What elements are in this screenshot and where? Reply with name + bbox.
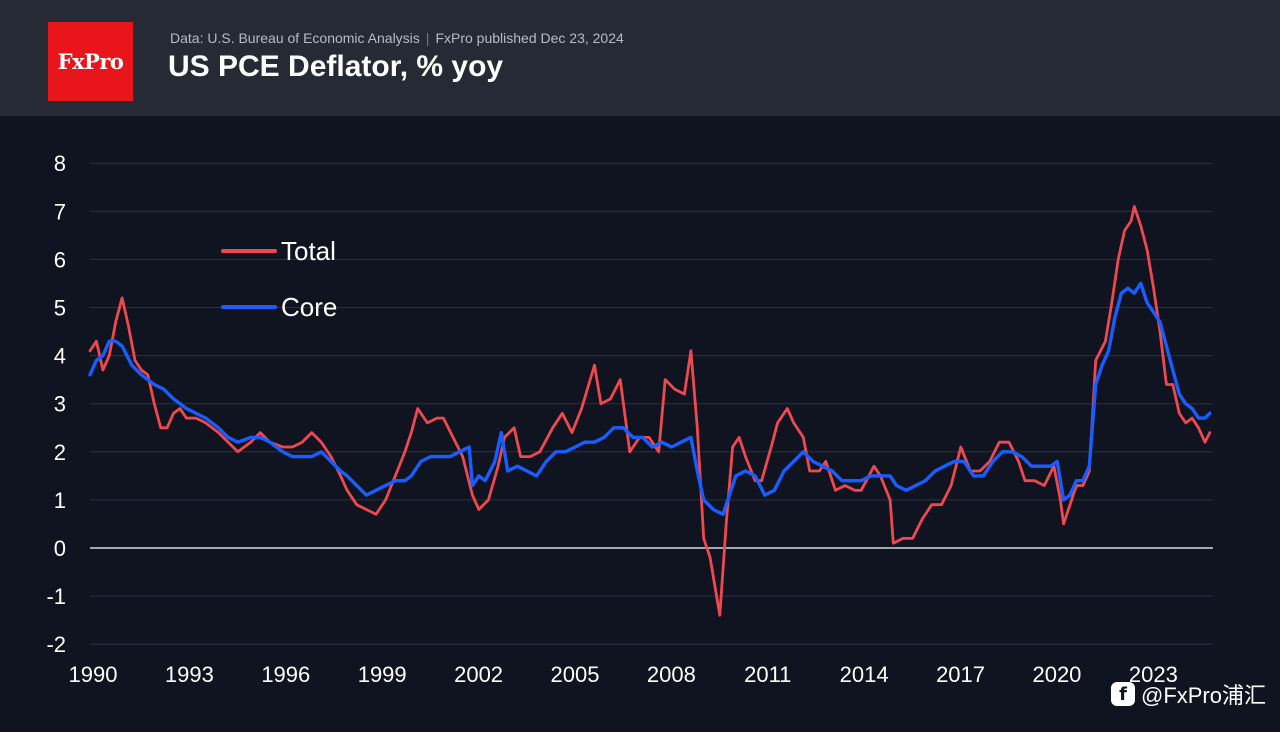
x-tick-label: 2014 xyxy=(840,662,889,687)
chart-header: FxPro Data: U.S. Bureau of Economic Anal… xyxy=(0,0,1280,116)
y-tick-label: 3 xyxy=(54,392,66,417)
series-lines xyxy=(88,205,1212,617)
social-logo-icon: f xyxy=(1110,682,1135,706)
x-tick-label: 2020 xyxy=(1032,662,1081,687)
y-tick-label: 0 xyxy=(54,536,66,561)
source-line: Data: U.S. Bureau of Economic Analysis | F… xyxy=(170,30,624,46)
separator: | xyxy=(425,30,430,46)
y-tick-labels: -2 -1 0 1 2 3 4 5 6 7 8 xyxy=(46,151,66,657)
x-tick-labels: 1990 1993 1996 1999 2002 2005 2008 2011 2014 2017… xyxy=(69,662,1178,687)
x-tick-label: 1996 xyxy=(261,662,310,687)
legend: Total Core xyxy=(221,236,337,322)
legend-label-core: Core xyxy=(281,292,337,322)
x-tick-label: 2011 xyxy=(744,662,791,687)
x-tick-label: 2002 xyxy=(454,662,503,687)
chart-title: US PCE Deflator, % yoy xyxy=(168,50,504,83)
y-tick-label: 7 xyxy=(54,199,66,224)
fxpro-logo: FxPro xyxy=(48,22,133,101)
x-tick-label: 1990 xyxy=(69,662,118,687)
x-tick-label: 1993 xyxy=(165,662,214,687)
series-line-total xyxy=(88,205,1212,617)
x-tick-label: 2023 xyxy=(1129,662,1178,687)
x-tick-label: 2017 xyxy=(936,662,985,687)
logo-text: FxPro xyxy=(57,49,124,74)
y-tick-label: 1 xyxy=(54,488,66,513)
y-tick-label: 4 xyxy=(54,344,66,369)
x-tick-label: 1999 xyxy=(358,662,407,687)
y-tick-label: 8 xyxy=(54,151,66,176)
y-tick-label: 5 xyxy=(54,296,66,321)
x-tick-label: 2008 xyxy=(647,662,696,687)
data-source: Data: U.S. Bureau of Economic Analysis xyxy=(170,30,420,46)
watermark-text: @FxPro浦汇 xyxy=(1140,683,1266,708)
y-tick-label: -2 xyxy=(46,632,66,657)
x-tick-label: 2005 xyxy=(550,662,599,687)
y-tick-label: 6 xyxy=(54,247,66,272)
y-tick-label: 2 xyxy=(54,440,66,465)
y-tick-label: -1 xyxy=(46,584,66,609)
published-date: FxPro published Dec 23, 2024 xyxy=(435,30,624,46)
pce-line-chart: -2 -1 0 1 2 3 4 5 6 7 8 1990 1993 1996 1999 2002 2005 20… xyxy=(46,151,1213,687)
series-line-core xyxy=(88,281,1212,516)
legend-label-total: Total xyxy=(281,236,336,266)
grid-lines xyxy=(90,162,1213,645)
watermark: f @FxPro浦汇 xyxy=(1110,678,1266,710)
